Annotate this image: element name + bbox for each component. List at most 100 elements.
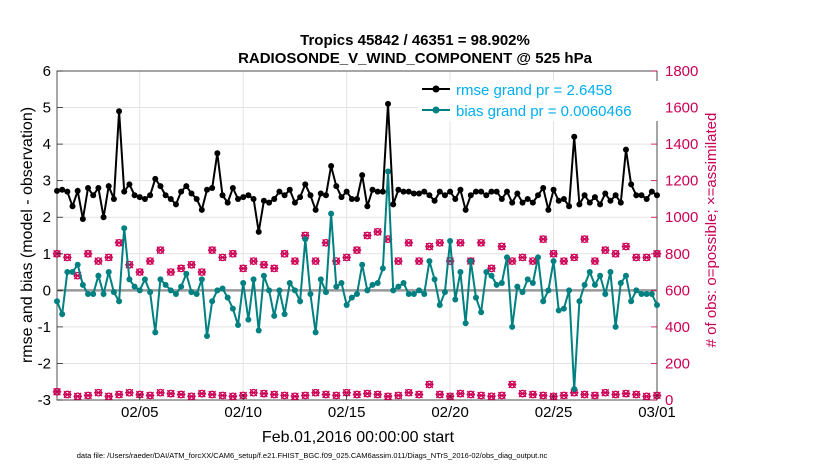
bias-point-18 — [147, 289, 154, 296]
obs-possible-point-62 — [373, 227, 382, 236]
obs-bottom-point-90 — [518, 389, 527, 398]
obs-bottom-point-104 — [590, 391, 600, 400]
rmse-point-84 — [488, 188, 495, 195]
rmse-point-115 — [648, 188, 655, 195]
bias-point-100 — [571, 386, 578, 393]
bias-point-59 — [359, 261, 366, 268]
rmse-point-81 — [472, 188, 479, 195]
rmse-point-63 — [379, 188, 386, 195]
rmse-point-106 — [602, 190, 609, 197]
bias-point-6 — [85, 290, 92, 297]
x-tick-label-4: 02/25 — [535, 404, 573, 421]
bias-point-61 — [369, 281, 376, 288]
bias-point-37 — [245, 316, 252, 323]
bias-point-72 — [426, 258, 433, 265]
y-left-tick-label-4: 1 — [43, 246, 51, 263]
legend-rmse-marker — [432, 85, 440, 93]
rmse-point-21 — [162, 192, 169, 199]
rmse-point-19 — [152, 175, 159, 182]
bias-point-5 — [79, 281, 86, 288]
obs-bottom-point-86 — [497, 391, 507, 400]
obs-bottom-point-54 — [332, 391, 341, 400]
obs-bottom-point-72 — [425, 380, 434, 389]
rmse-point-68 — [405, 188, 412, 195]
rmse-point-31 — [214, 150, 221, 157]
rmse-point-79 — [462, 206, 469, 213]
bias-point-89 — [514, 283, 521, 290]
obs-possible-point-36 — [239, 264, 248, 273]
obs-bottom-point-10 — [104, 392, 113, 401]
obs-bottom-point-32 — [218, 391, 227, 400]
rmse-point-91 — [524, 195, 531, 202]
bias-point-19 — [152, 329, 159, 336]
obs-possible-point-22 — [166, 268, 175, 276]
rmse-point-42 — [271, 195, 278, 202]
obs-bottom-point-68 — [404, 388, 413, 397]
bias-point-14 — [126, 276, 133, 283]
rmse-point-22 — [167, 195, 174, 202]
rmse-point-96 — [550, 186, 557, 193]
obs-possible-point-42 — [270, 264, 279, 273]
obs-bottom-point-42 — [270, 390, 279, 399]
rmse-point-70 — [416, 190, 423, 197]
rmse-point-10 — [105, 183, 112, 190]
rmse-point-112 — [633, 192, 640, 199]
bias-point-36 — [240, 280, 247, 287]
rmse-point-102 — [581, 192, 588, 199]
bias-point-83 — [483, 269, 490, 276]
obs-bottom-point-62 — [373, 390, 382, 399]
rmse-point-47 — [297, 194, 304, 201]
obs-possible-point-56 — [342, 253, 351, 262]
obs-possible-point-88 — [507, 257, 517, 265]
y-axis-right-label: # of obs: o=possible; ×=assimilated — [703, 113, 720, 348]
rmse-point-89 — [514, 190, 521, 197]
obs-possible-point-24 — [176, 264, 186, 273]
bias-point-4 — [74, 261, 81, 268]
bias-point-51 — [317, 276, 324, 283]
bias-point-96 — [550, 258, 557, 265]
bias-point-116 — [654, 301, 660, 308]
bias-point-22 — [167, 287, 174, 294]
rmse-point-83 — [483, 192, 490, 199]
rmse-point-16 — [136, 194, 143, 201]
rmse-point-85 — [493, 188, 500, 195]
rmse-point-23 — [172, 201, 179, 208]
obs-bottom-point-12 — [114, 390, 124, 399]
rmse-point-67 — [400, 188, 407, 195]
obs-bottom-point-48 — [301, 391, 310, 400]
obs-possible-point-112 — [632, 253, 641, 262]
obs-bottom-point-98 — [559, 391, 569, 400]
bias-point-99 — [566, 287, 573, 294]
y-left-tick-label-1: -2 — [38, 355, 51, 372]
obs-possible-point-104 — [590, 257, 600, 265]
bias-point-63 — [379, 265, 386, 272]
obs-possible-point-38 — [249, 257, 258, 265]
bias-point-110 — [622, 272, 629, 279]
obs-bottom-point-26 — [187, 392, 196, 401]
rmse-point-13 — [121, 188, 128, 195]
bias-point-107 — [607, 269, 614, 276]
rmse-point-72 — [426, 192, 433, 199]
rmse-point-107 — [607, 197, 614, 204]
bias-point-112 — [633, 287, 640, 294]
bias-point-53 — [328, 210, 335, 217]
rmse-point-105 — [597, 201, 604, 208]
obs-possible-point-44 — [280, 249, 289, 258]
rmse-point-15 — [131, 192, 138, 199]
bias-point-24 — [178, 283, 185, 290]
rmse-point-103 — [586, 199, 593, 206]
bias-point-40 — [260, 272, 267, 279]
obs-possible-point-32 — [218, 253, 227, 262]
x-tick-label-1: 02/10 — [224, 404, 262, 421]
rmse-point-71 — [421, 188, 428, 195]
y-left-tick-label-2: -1 — [38, 319, 51, 336]
bias-point-28 — [198, 276, 205, 283]
obs-possible-point-60 — [363, 231, 372, 240]
bias-point-71 — [421, 290, 428, 297]
obs-possible-point-20 — [156, 246, 165, 254]
bias-point-79 — [462, 320, 469, 327]
obs-bottom-point-88 — [507, 380, 517, 389]
bias-point-0 — [54, 298, 60, 305]
bias-point-91 — [524, 276, 531, 283]
obs-bottom-point-78 — [456, 389, 465, 398]
